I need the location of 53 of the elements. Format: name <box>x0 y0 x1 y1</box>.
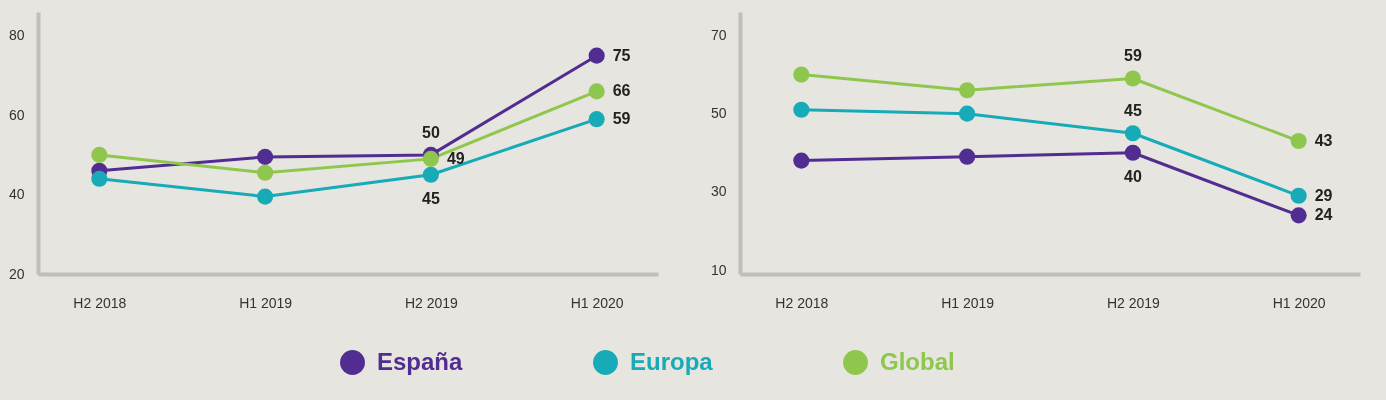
point <box>588 111 605 128</box>
data-label: 40 <box>1123 167 1142 185</box>
x-tick-label: H1 2019 <box>941 294 995 311</box>
point <box>588 47 605 64</box>
data-label: 75 <box>612 46 631 64</box>
data-label: 66 <box>612 82 631 100</box>
point <box>1124 70 1141 87</box>
point <box>257 188 274 205</box>
y-tick-label: 40 <box>8 186 25 203</box>
point <box>959 82 976 99</box>
x-tick-label: H2 2018 <box>775 294 829 311</box>
point <box>1290 207 1307 224</box>
y-tick-label: 20 <box>8 265 25 282</box>
point <box>1124 144 1141 161</box>
point <box>422 166 439 183</box>
y-tick-label: 30 <box>710 183 727 200</box>
legend-label: España <box>377 347 464 375</box>
data-label: 29 <box>1314 186 1333 204</box>
y-tick-label: 70 <box>710 26 727 43</box>
y-tick-label: 80 <box>8 27 25 44</box>
y-tick-label: 10 <box>710 261 727 278</box>
x-tick-label: H1 2020 <box>1272 294 1326 311</box>
point <box>793 66 810 83</box>
data-label: 50 <box>421 123 440 141</box>
point <box>588 83 605 100</box>
x-tick-label: H1 2019 <box>239 294 293 311</box>
point <box>422 150 439 167</box>
point <box>257 164 274 181</box>
x-tick-label: H1 2020 <box>570 294 624 311</box>
point <box>91 146 108 163</box>
x-tick-label: H2 2019 <box>1106 294 1161 311</box>
point <box>1290 187 1307 204</box>
y-tick-label: 60 <box>8 106 25 123</box>
data-label: 43 <box>1314 132 1333 150</box>
data-label: 45 <box>421 189 440 207</box>
data-label: 59 <box>1123 47 1142 65</box>
legend-label: Europa <box>630 347 714 375</box>
point <box>959 148 976 165</box>
data-label: 24 <box>1314 206 1333 224</box>
point <box>257 148 274 165</box>
data-label: 45 <box>1123 102 1142 120</box>
point <box>1124 125 1141 142</box>
legend-label: Global <box>880 347 955 375</box>
point <box>91 170 108 187</box>
x-tick-label: H2 2018 <box>73 294 127 311</box>
point <box>793 152 810 169</box>
point <box>1290 133 1307 150</box>
data-label: 59 <box>612 110 631 128</box>
point <box>959 105 976 122</box>
x-tick-label: H2 2019 <box>404 294 459 311</box>
data-label: 49 <box>446 149 465 167</box>
y-tick-label: 50 <box>710 105 727 122</box>
point <box>793 101 810 118</box>
